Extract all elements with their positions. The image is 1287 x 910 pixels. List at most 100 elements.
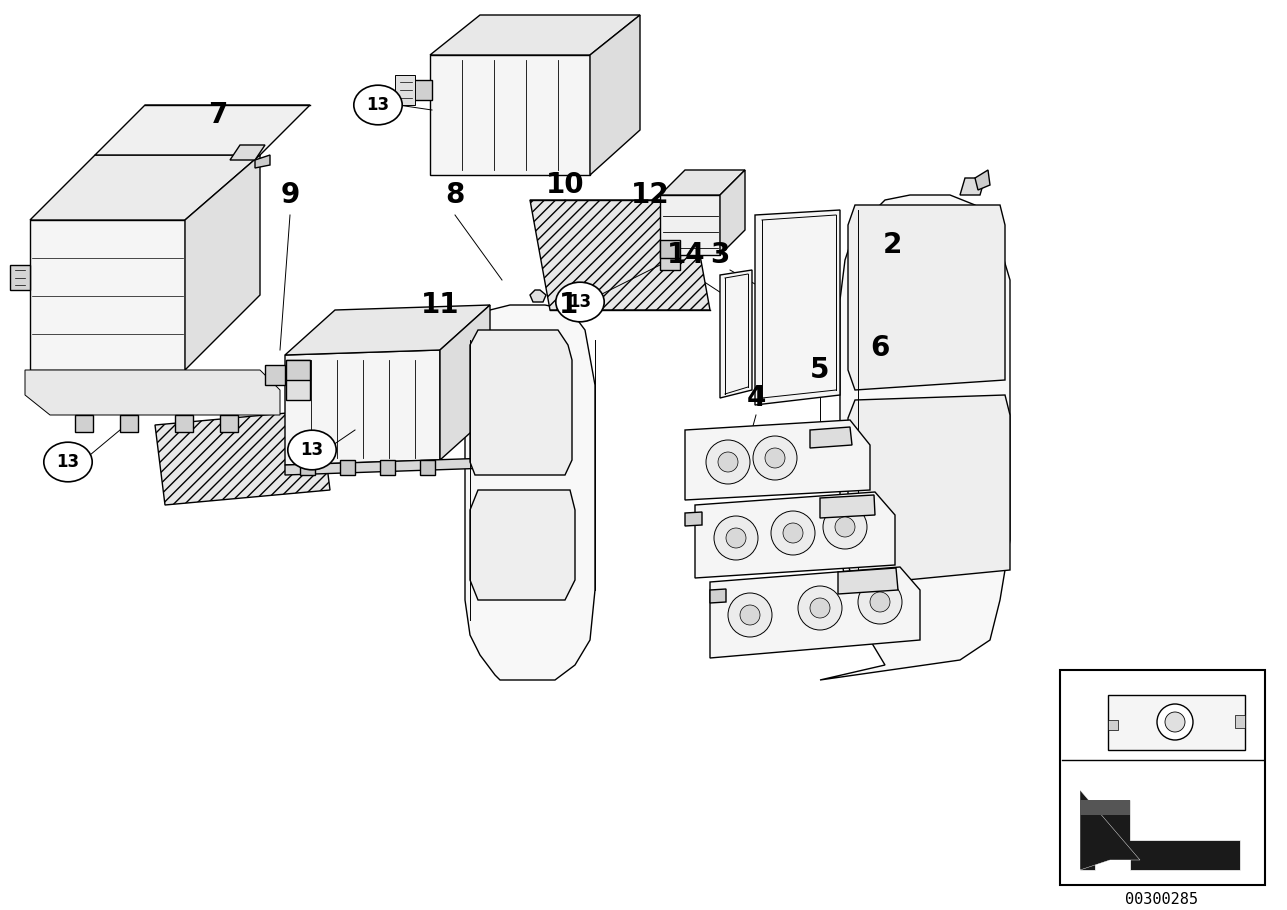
Polygon shape xyxy=(719,170,745,255)
Polygon shape xyxy=(440,305,490,460)
Text: 9: 9 xyxy=(281,181,300,209)
Polygon shape xyxy=(660,195,719,255)
Text: 10: 10 xyxy=(546,171,584,199)
Text: 13: 13 xyxy=(1077,689,1103,707)
FancyBboxPatch shape xyxy=(1060,670,1265,885)
Polygon shape xyxy=(530,290,546,302)
Polygon shape xyxy=(1108,695,1245,750)
Circle shape xyxy=(771,511,815,555)
Polygon shape xyxy=(420,460,435,475)
Polygon shape xyxy=(755,210,840,405)
Polygon shape xyxy=(340,460,355,475)
Polygon shape xyxy=(1236,715,1245,728)
Polygon shape xyxy=(1080,800,1239,870)
Polygon shape xyxy=(286,360,310,380)
Text: 13: 13 xyxy=(300,441,323,459)
Polygon shape xyxy=(380,460,395,475)
Polygon shape xyxy=(284,458,490,475)
Text: 13: 13 xyxy=(569,293,592,311)
Polygon shape xyxy=(220,415,238,432)
Polygon shape xyxy=(185,155,260,370)
Polygon shape xyxy=(589,15,640,175)
Polygon shape xyxy=(24,370,281,415)
Polygon shape xyxy=(10,265,30,290)
Polygon shape xyxy=(695,492,894,578)
Circle shape xyxy=(728,593,772,637)
Text: 13: 13 xyxy=(57,453,80,471)
Polygon shape xyxy=(286,360,310,400)
Circle shape xyxy=(1165,712,1185,732)
Circle shape xyxy=(1157,704,1193,740)
Polygon shape xyxy=(412,80,432,100)
Polygon shape xyxy=(685,420,870,500)
Polygon shape xyxy=(95,105,310,155)
Text: 00300285: 00300285 xyxy=(1126,893,1198,907)
Ellipse shape xyxy=(288,430,336,470)
Circle shape xyxy=(707,440,750,484)
Circle shape xyxy=(782,523,803,543)
Polygon shape xyxy=(430,55,589,175)
Circle shape xyxy=(798,586,842,630)
Polygon shape xyxy=(465,305,595,680)
Polygon shape xyxy=(75,415,93,432)
Ellipse shape xyxy=(44,442,93,481)
Text: 2: 2 xyxy=(883,231,902,259)
Polygon shape xyxy=(120,415,138,432)
Polygon shape xyxy=(820,195,1010,680)
Polygon shape xyxy=(154,410,329,505)
Polygon shape xyxy=(300,460,315,475)
Polygon shape xyxy=(685,512,701,526)
Polygon shape xyxy=(710,589,726,603)
Text: 5: 5 xyxy=(811,356,830,384)
Polygon shape xyxy=(660,240,680,258)
Polygon shape xyxy=(719,270,752,398)
Polygon shape xyxy=(660,255,680,270)
Circle shape xyxy=(835,517,855,537)
Polygon shape xyxy=(1080,800,1130,815)
Text: 7: 7 xyxy=(208,101,228,129)
Circle shape xyxy=(764,448,785,468)
Circle shape xyxy=(740,605,761,625)
Ellipse shape xyxy=(556,282,604,322)
Polygon shape xyxy=(960,178,985,195)
Circle shape xyxy=(726,528,746,548)
Polygon shape xyxy=(1080,790,1140,870)
Circle shape xyxy=(718,452,737,472)
Polygon shape xyxy=(430,15,640,55)
Polygon shape xyxy=(470,490,575,600)
Polygon shape xyxy=(838,568,898,594)
Text: 6: 6 xyxy=(870,334,889,362)
Polygon shape xyxy=(848,395,1010,585)
Polygon shape xyxy=(810,427,852,448)
Text: 4: 4 xyxy=(746,384,766,412)
Circle shape xyxy=(870,592,891,612)
Polygon shape xyxy=(230,145,265,160)
Polygon shape xyxy=(470,330,571,475)
Polygon shape xyxy=(284,305,490,355)
Polygon shape xyxy=(976,170,990,190)
Text: 8: 8 xyxy=(445,181,465,209)
Polygon shape xyxy=(660,170,745,195)
Text: 12: 12 xyxy=(631,181,669,209)
Polygon shape xyxy=(820,495,875,518)
Circle shape xyxy=(810,598,830,618)
Circle shape xyxy=(822,505,867,549)
Text: 3: 3 xyxy=(710,241,730,269)
Polygon shape xyxy=(848,205,1005,390)
Text: 1: 1 xyxy=(559,291,578,319)
Polygon shape xyxy=(1108,720,1118,730)
Circle shape xyxy=(753,436,797,480)
Text: 13: 13 xyxy=(367,96,390,114)
Ellipse shape xyxy=(354,86,403,125)
Polygon shape xyxy=(530,200,710,310)
Polygon shape xyxy=(175,415,193,432)
Polygon shape xyxy=(255,155,270,168)
Polygon shape xyxy=(30,155,260,220)
Polygon shape xyxy=(284,350,440,465)
Polygon shape xyxy=(395,75,414,105)
Polygon shape xyxy=(265,365,284,385)
Text: 14: 14 xyxy=(667,241,705,269)
Text: 11: 11 xyxy=(421,291,459,319)
Polygon shape xyxy=(30,220,185,370)
Polygon shape xyxy=(710,567,920,658)
